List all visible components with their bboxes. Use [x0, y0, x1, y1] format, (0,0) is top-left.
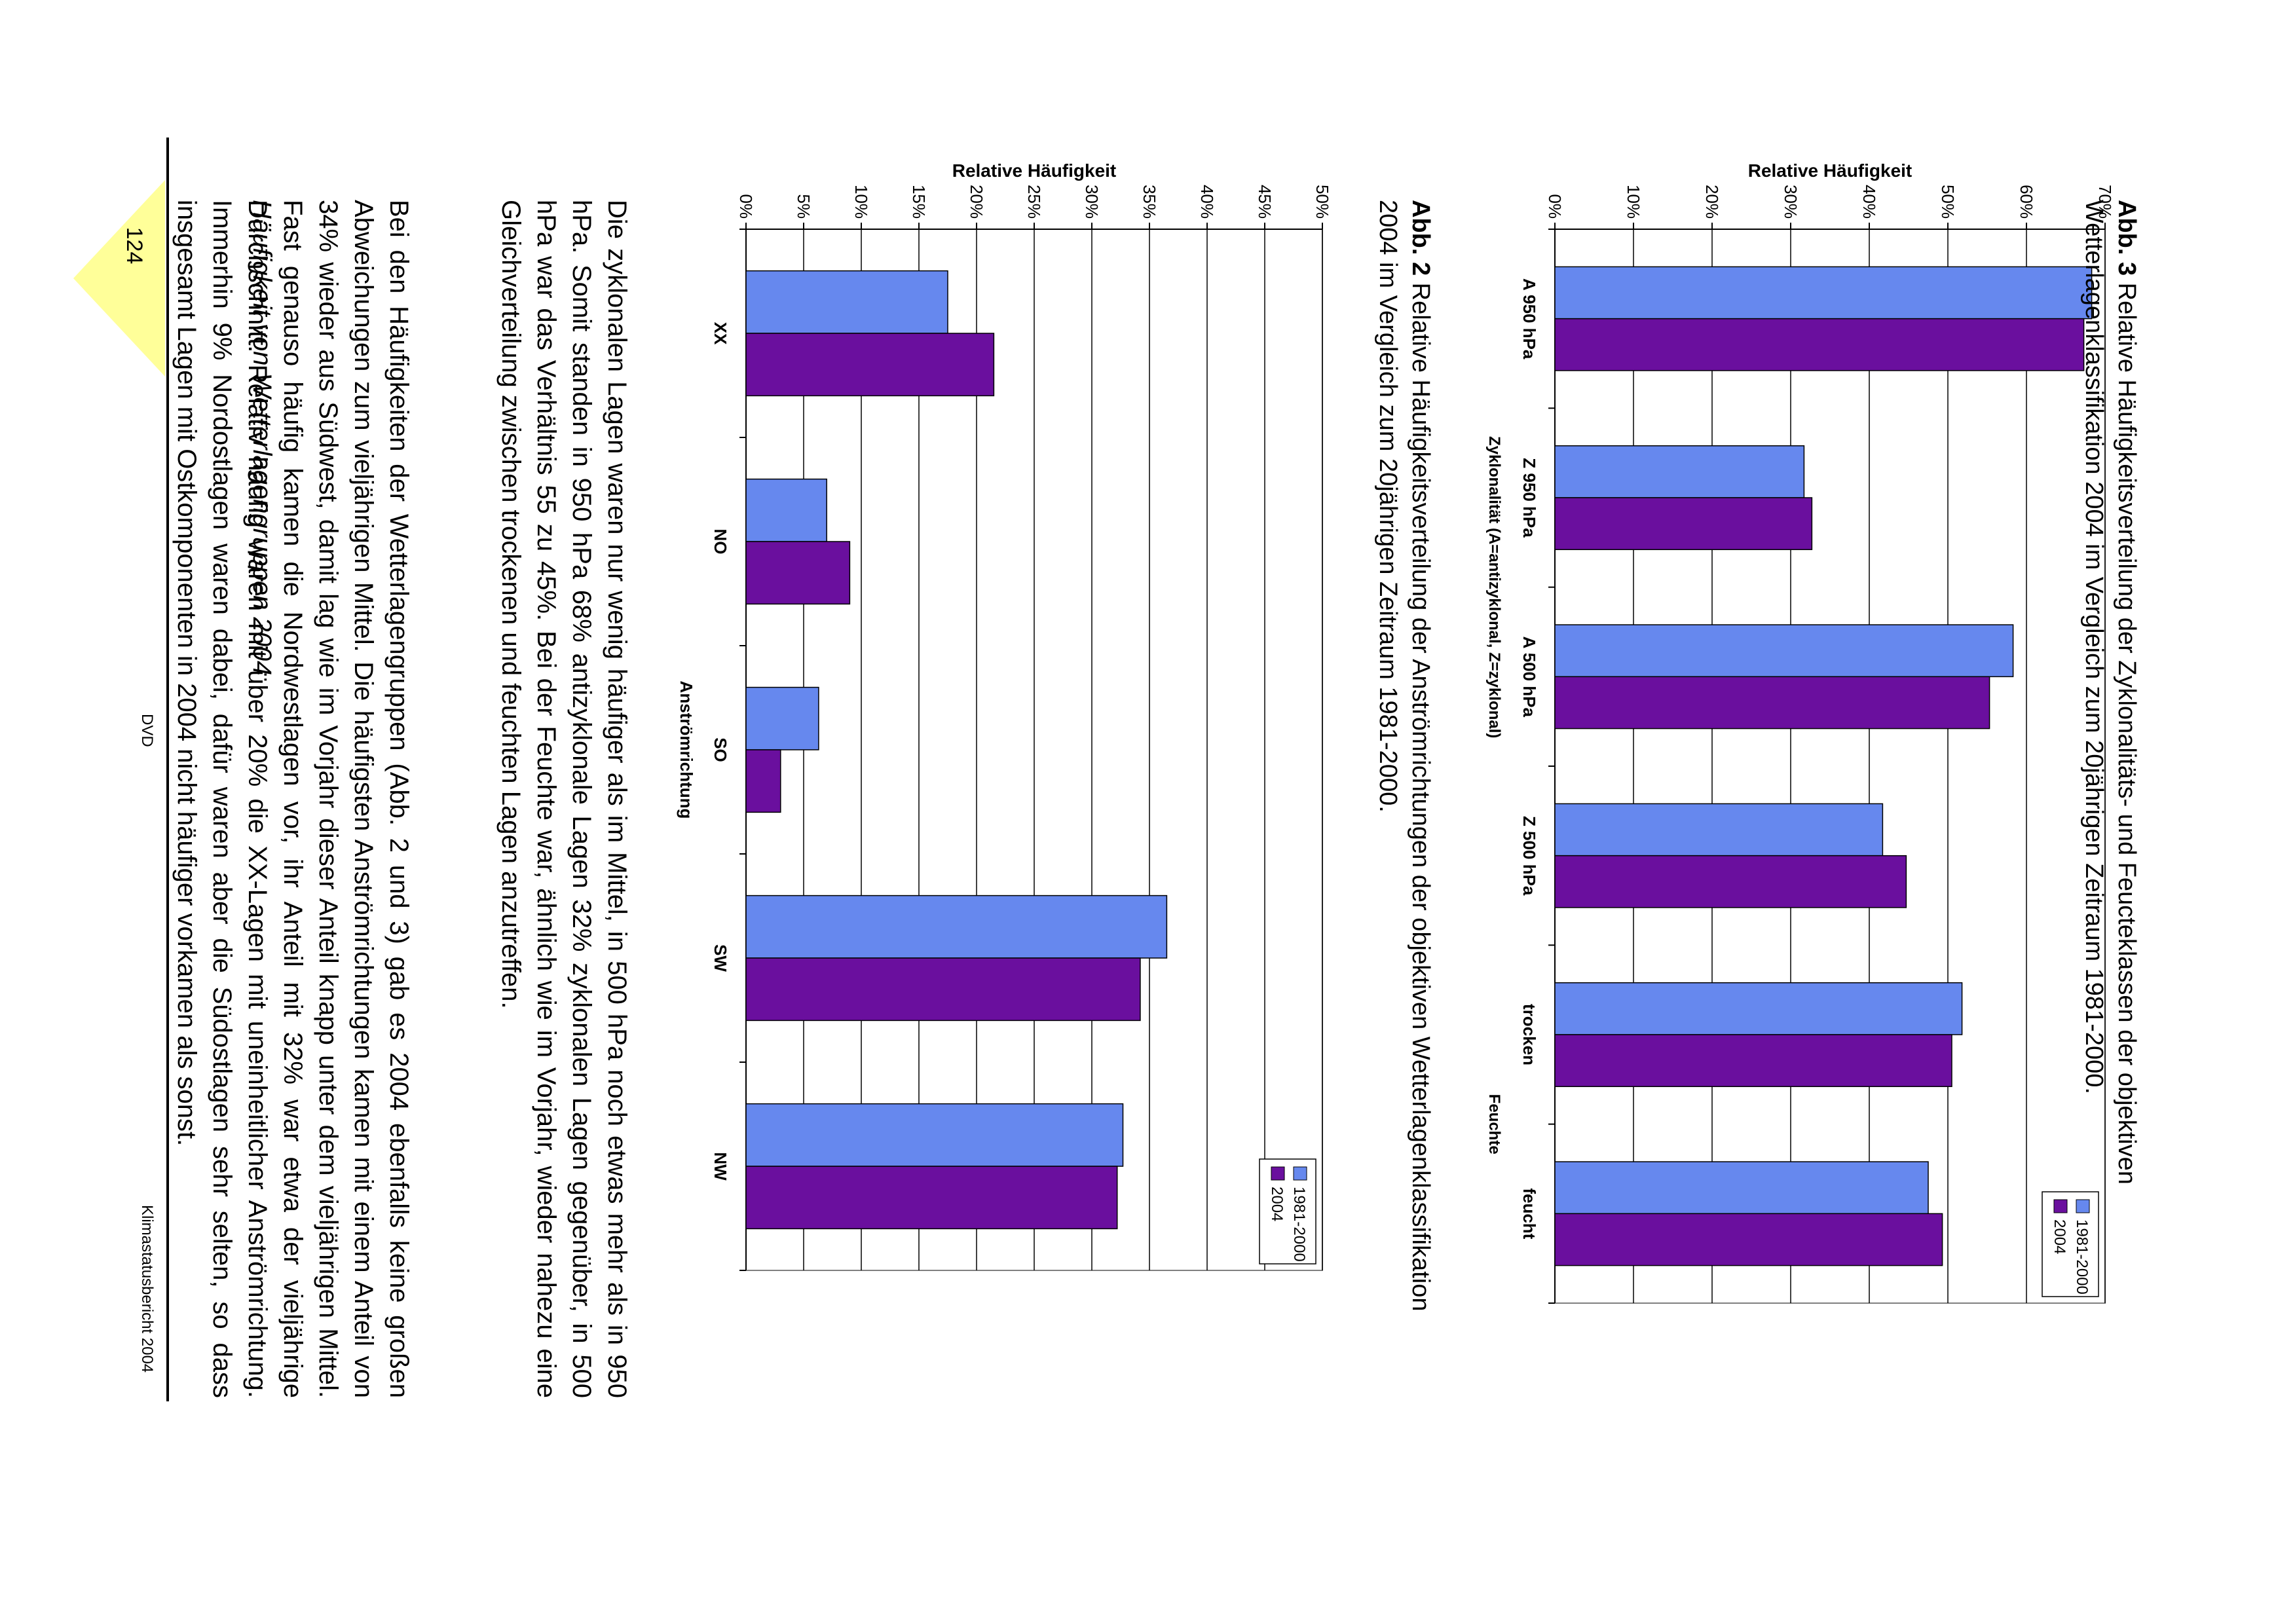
bar [1554, 982, 1963, 1035]
y-tick-label: 0% [1545, 194, 1565, 219]
bar [745, 478, 827, 542]
legend-box [2042, 1191, 2099, 1297]
plot-area [1554, 229, 2106, 1304]
bar [1554, 1213, 1943, 1266]
legend-swatch [1271, 1166, 1285, 1181]
y-tick-label: 45% [1255, 185, 1275, 219]
y-tick-label: 15% [909, 185, 929, 219]
x-axis-title: Anströmrichtung [677, 681, 696, 819]
header-center-label: DVD [138, 714, 156, 747]
x-tick-label: A 950 hPa [1520, 278, 1539, 360]
bar [745, 270, 948, 334]
caption-abb-2: Abb. 2 Relative Häufigkeitsverteilung de… [1371, 200, 1437, 1313]
bar [1554, 266, 2093, 320]
bar [1554, 445, 1805, 498]
y-tick-label: 30% [1781, 185, 1801, 219]
bar [745, 1166, 1118, 1230]
x-tick-label: NO [711, 529, 730, 555]
page-tab-shape [73, 180, 165, 377]
y-tick-label: 20% [1702, 185, 1722, 219]
x-tick-label: A 500 hPa [1520, 637, 1539, 718]
y-tick-label: 35% [1140, 185, 1159, 219]
caption-abb-3: Abb. 3 Relative Häufigkeitsverteilung de… [2078, 200, 2143, 1365]
y-tick-label: 60% [2017, 185, 2036, 219]
y-tick-label: 50% [1313, 185, 1332, 219]
bar [745, 749, 781, 813]
bar [745, 895, 1168, 959]
y-tick-label: 30% [1082, 185, 1102, 219]
header-right-label: Klimastatusbericht 2004 [138, 1205, 156, 1373]
x-tick-label: Z 500 hPa [1520, 816, 1539, 896]
legend-swatch [1293, 1166, 1307, 1181]
page-number: 124 [122, 227, 147, 265]
caption-abb-3-text: Relative Häufigkeitsverteilung der Zyklo… [2080, 200, 2140, 1185]
legend-label: 1981-2000 [1290, 1187, 1308, 1262]
chart-zyklonalitaet-feuchte: 0% 10% 20% 30% 40% 50% 60% 70% A 950 hPa Z 950 hP… [1485, 160, 2115, 1304]
y-tick-label: 0% [736, 194, 756, 219]
x-tick-label: Z 950 hPa [1520, 458, 1539, 538]
y-tick-label: 10% [851, 185, 871, 219]
y-tick-label: 40% [1859, 185, 1879, 219]
bar [1554, 318, 2085, 371]
caption-abb-2-label: Abb. 2 [1407, 200, 1434, 276]
y-axis-title: Relative Häufigkeit [1748, 160, 1912, 181]
x-tick-label: SO [711, 737, 730, 762]
legend-swatch [2053, 1199, 2068, 1213]
bar [745, 541, 851, 605]
bar [1554, 1034, 1952, 1088]
y-tick-label: 50% [1938, 185, 1958, 219]
y-tick-label: 5% [794, 194, 813, 219]
legend-swatch [2076, 1199, 2090, 1213]
page-tab-triangle [73, 180, 165, 377]
x-tick-label: XX [711, 322, 730, 345]
bar [1554, 803, 1884, 857]
paragraph-2: Die zyklonalen Lagen waren nur wenig häu… [496, 200, 631, 1398]
y-tick-label: 10% [1624, 185, 1643, 219]
caption-abb-3-label: Abb. 3 [2113, 200, 2140, 276]
y-axis-title: Relative Häufigkeit [952, 160, 1117, 181]
bar [745, 957, 1141, 1022]
y-tick-label: 20% [967, 185, 986, 219]
bar [1554, 1161, 1929, 1215]
bar [1554, 624, 2014, 678]
bar [1554, 676, 1990, 729]
x-tick-label: feucht [1520, 1188, 1539, 1239]
y-tick-label: 40% [1197, 185, 1217, 219]
legend-label: 2004 [2051, 1219, 2068, 1254]
bar [745, 1103, 1124, 1167]
bar [1554, 497, 1813, 551]
y-tick-label: 70% [2095, 185, 2115, 219]
y-tick-label: 25% [1024, 185, 1044, 219]
caption-abb-2-text: Relative Häufigkeitsverteilung der Anstr… [1374, 200, 1434, 1312]
legend-label: 1981-2000 [2073, 1219, 2091, 1295]
x-tick-label: NW [711, 1152, 730, 1181]
bar [745, 686, 819, 750]
legend-label: 2004 [1268, 1187, 1286, 1221]
x-group-label: Zyklonalität (A=antizyklonal, Z=zyklonal… [1485, 436, 1503, 738]
x-tick-label: SW [711, 944, 730, 972]
chart-anstroemrichtung: 0% 5% 10% 15% 20% 25% 30% 35% 40% 45% 50% XX NO SO SW N… [677, 160, 1332, 1271]
legend-box [1259, 1158, 1316, 1264]
bar [1554, 855, 1907, 908]
x-group-label: Feuchte [1485, 1094, 1503, 1154]
x-tick-label: trocken [1520, 1004, 1539, 1065]
bar [745, 333, 995, 397]
paragraph-1: Bei den Häufigkeiten der Wetterlagengrup… [172, 200, 413, 1398]
